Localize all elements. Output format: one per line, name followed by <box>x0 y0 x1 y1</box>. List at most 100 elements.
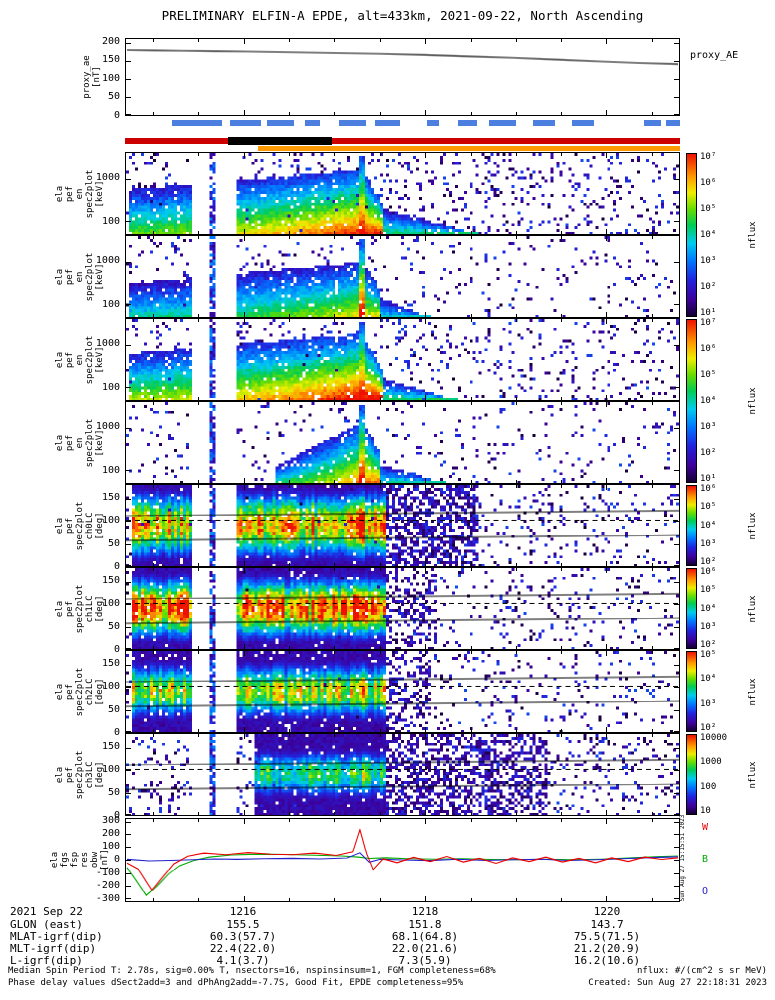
x-minor-tick <box>561 734 562 737</box>
x-minor-tick <box>471 812 472 815</box>
x-minor-tick <box>198 812 199 815</box>
x-minor-tick <box>471 397 472 400</box>
x-minor-tick <box>198 319 199 322</box>
y-tick <box>126 822 131 823</box>
y-tick <box>674 731 679 732</box>
footer-nflux-units: nflux: #/(cm^2 s sr MeV) <box>636 966 767 976</box>
x-minor-tick <box>516 231 517 234</box>
x-minor-tick <box>652 402 653 405</box>
x-minor-tick <box>516 729 517 732</box>
ephemeris-value: 22.0(21.6) <box>391 942 459 955</box>
x-major-tick <box>244 651 245 656</box>
x-minor-tick <box>652 734 653 737</box>
ephemeris-value: 22.4(22.0) <box>209 942 277 955</box>
availability-bar-blue <box>532 120 556 126</box>
y-tick <box>126 898 131 899</box>
x-minor-tick <box>471 734 472 737</box>
ephemeris-value: 16.2(10.6) <box>573 954 641 967</box>
x-minor-tick <box>652 236 653 239</box>
colorbar-unit-2-text: nflux <box>748 511 758 540</box>
y-tick <box>674 304 679 305</box>
x-major-tick <box>244 644 245 649</box>
x-tick-label: 1218 <box>411 905 439 918</box>
proxy-ae-right-label: proxy_AE <box>690 50 739 61</box>
panel-en_spec_1 <box>125 235 680 318</box>
colorbar-unit-4-text: nflux <box>748 677 758 706</box>
x-minor-tick <box>516 568 517 571</box>
x-minor-tick <box>380 812 381 815</box>
x-minor-tick <box>198 485 199 488</box>
x-minor-tick <box>652 568 653 571</box>
x-minor-tick <box>516 734 517 737</box>
y-tick <box>674 665 679 666</box>
availability-bar-red <box>332 138 680 144</box>
y-tick <box>126 345 131 346</box>
x-major-tick <box>244 39 245 44</box>
y-tick <box>126 565 131 566</box>
x-major-tick <box>244 485 245 490</box>
x-minor-tick <box>334 646 335 649</box>
colorbar-tick-label: 10⁵ <box>700 502 717 513</box>
x-minor-tick <box>153 729 154 732</box>
y-tick-label: 150 <box>101 657 120 669</box>
x-major-tick <box>244 153 245 158</box>
x-minor-tick <box>334 563 335 566</box>
x-major-tick <box>244 402 245 407</box>
x-minor-tick <box>561 236 562 239</box>
y-tick <box>674 387 679 388</box>
colorbar-3 <box>686 568 697 649</box>
y-tick <box>126 114 131 115</box>
y-tick <box>674 79 679 80</box>
x-minor-tick <box>198 314 199 317</box>
colorbar-tick-label: 10² <box>700 448 717 458</box>
y-tick <box>674 886 679 887</box>
y-tick-label: 1000 <box>95 421 120 433</box>
y-tick <box>126 221 131 222</box>
x-minor-tick <box>471 402 472 405</box>
y-tick-label: 0 <box>113 810 120 821</box>
ephemeris-value: 75.5(71.5) <box>573 930 641 943</box>
y-tick <box>126 61 131 62</box>
ylabel-en_spec_2: ela pef en spec2plot [keV] <box>20 300 140 420</box>
availability-bar-blue <box>427 120 439 126</box>
y-tick <box>126 604 131 605</box>
x-major-tick <box>425 651 426 656</box>
colorbar-tick-label: 10³ <box>700 422 717 432</box>
y-tick <box>674 748 679 749</box>
y-tick <box>674 814 679 815</box>
x-minor-tick <box>198 402 199 405</box>
x-minor-tick <box>471 485 472 488</box>
proxy-ae-canvas <box>126 39 679 115</box>
x-minor-tick <box>471 563 472 566</box>
x-minor-tick <box>652 480 653 483</box>
colorbar-tick-label: 10⁷ <box>700 152 717 162</box>
panel-en_spec_0 <box>125 152 680 235</box>
colorbar-tick-label: 10⁵ <box>700 204 717 214</box>
x-minor-tick <box>380 729 381 732</box>
x-minor-tick <box>561 397 562 400</box>
y-tick <box>126 731 131 732</box>
colorbar-tick-label: 10¹ <box>700 474 717 484</box>
spectrogram-canvas-pa_ch3 <box>126 734 679 815</box>
x-minor-tick <box>289 729 290 732</box>
x-minor-tick <box>289 231 290 234</box>
y-tick-label: 100 <box>101 680 120 692</box>
x-minor-tick <box>334 729 335 732</box>
x-minor-tick <box>153 651 154 654</box>
availability-bar-orange <box>258 146 680 151</box>
x-minor-tick <box>153 812 154 815</box>
colorbar-tick-label: 10² <box>700 557 717 567</box>
y-tick <box>126 43 131 44</box>
y-tick-label: -100 <box>95 867 120 879</box>
y-tick-label: 0 <box>113 110 120 121</box>
x-major-tick <box>606 319 607 324</box>
y-tick <box>674 345 679 346</box>
x-minor-tick <box>652 319 653 322</box>
x-major-tick <box>606 644 607 649</box>
y-tick-label: 150 <box>101 740 120 752</box>
colorbar-tick-label: 1000 <box>700 757 722 768</box>
y-tick <box>674 627 679 628</box>
y-tick <box>126 834 131 835</box>
x-minor-tick <box>198 112 199 115</box>
panel-pa_ch0 <box>125 484 680 567</box>
